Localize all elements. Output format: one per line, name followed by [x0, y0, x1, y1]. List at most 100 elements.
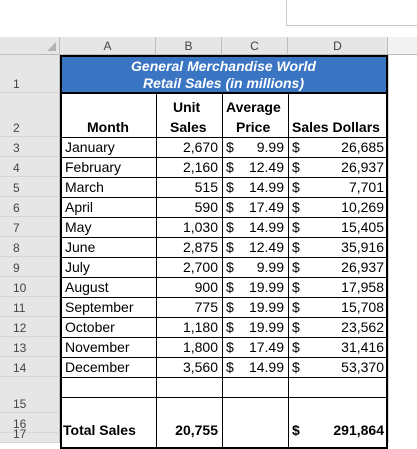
- sales-dollars-cell[interactable]: 31,416: [341, 339, 384, 355]
- month-cell[interactable]: January: [65, 139, 115, 155]
- month-cell[interactable]: September: [65, 299, 134, 315]
- average-price-cell[interactable]: 14.99: [248, 219, 284, 235]
- row-border: [60, 337, 388, 338]
- total-units-cell[interactable]: 20,755: [175, 422, 218, 438]
- formula-bar-fragment[interactable]: [286, 0, 417, 26]
- price-currency-cell: $: [226, 239, 234, 255]
- month-cell[interactable]: October: [65, 319, 115, 335]
- unit-sales-cell[interactable]: 515: [194, 179, 218, 195]
- column-border-2: [222, 93, 223, 449]
- average-price-cell[interactable]: 14.99: [248, 359, 284, 375]
- month-cell[interactable]: July: [65, 259, 90, 275]
- sales-dollars-cell[interactable]: 35,916: [341, 239, 384, 255]
- unit-sales-cell[interactable]: 1,030: [182, 219, 218, 235]
- average-price-cell[interactable]: 9.99: [256, 259, 284, 275]
- total-dollars-cell[interactable]: 291,864: [333, 422, 384, 438]
- sales-currency-cell: $: [292, 319, 300, 335]
- unit-sales-cell[interactable]: 1,180: [182, 319, 218, 335]
- row-border: [60, 177, 388, 178]
- sales-currency-cell: $: [292, 179, 300, 195]
- row-header-14[interactable]: 14: [0, 357, 60, 377]
- row-header-12[interactable]: 12: [0, 317, 60, 337]
- row-header-5[interactable]: 5: [0, 177, 60, 197]
- column-header-b[interactable]: B: [156, 37, 222, 55]
- unit-sales-cell[interactable]: 2,670: [182, 139, 218, 155]
- price-currency-cell: $: [226, 299, 234, 315]
- average-price-cell[interactable]: 19.99: [248, 279, 284, 295]
- row-border: [60, 157, 388, 158]
- sales-dollars-cell[interactable]: 26,685: [341, 139, 384, 155]
- sales-dollars-cell[interactable]: 15,708: [341, 299, 384, 315]
- select-all-corner[interactable]: [0, 37, 60, 55]
- row-header-10[interactable]: 10: [0, 277, 60, 297]
- column-header-c[interactable]: C: [222, 37, 288, 55]
- row-header-11[interactable]: 11: [0, 297, 60, 317]
- sales-dollars-cell[interactable]: 53,370: [341, 359, 384, 375]
- row-header-1[interactable]: 1: [0, 55, 60, 93]
- unit-sales-cell[interactable]: 900: [194, 279, 218, 295]
- row-header-2[interactable]: 2: [0, 93, 60, 137]
- average-price-cell[interactable]: 19.99: [248, 299, 284, 315]
- row-border: [60, 397, 388, 398]
- month-cell[interactable]: November: [65, 339, 130, 355]
- month-cell[interactable]: December: [65, 359, 130, 375]
- table-border-top: [60, 55, 388, 57]
- sales-dollars-cell[interactable]: 10,269: [341, 199, 384, 215]
- sales-currency-cell: $: [292, 219, 300, 235]
- sales-currency-cell: $: [292, 299, 300, 315]
- sales-dollars-cell[interactable]: 7,701: [348, 179, 384, 195]
- row-header-6[interactable]: 6: [0, 197, 60, 217]
- month-cell[interactable]: August: [65, 279, 109, 295]
- unit-sales-cell[interactable]: 2,875: [182, 239, 218, 255]
- price-currency-cell: $: [226, 319, 234, 335]
- row-header-4[interactable]: 4: [0, 157, 60, 177]
- price-currency-cell: $: [226, 359, 234, 375]
- total-label-cell[interactable]: Total Sales: [63, 422, 136, 438]
- month-cell[interactable]: April: [65, 199, 94, 215]
- month-cell[interactable]: May: [65, 219, 92, 235]
- column-header-d[interactable]: D: [288, 37, 388, 55]
- unit-sales-cell[interactable]: 2,160: [182, 159, 218, 175]
- average-price-cell[interactable]: 14.99: [248, 179, 284, 195]
- sales-dollars-cell[interactable]: 15,405: [341, 219, 384, 235]
- row-header-3[interactable]: 3: [0, 137, 60, 157]
- month-cell[interactable]: February: [65, 159, 122, 175]
- row-border: [60, 137, 388, 138]
- row-header-8[interactable]: 8: [0, 237, 60, 257]
- average-price-cell[interactable]: 19.99: [248, 319, 284, 335]
- sales-currency-cell: $: [292, 339, 300, 355]
- month-cell[interactable]: June: [65, 239, 96, 255]
- header-unit-line2: Sales: [170, 119, 207, 135]
- title-line-1: General Merchandise World: [131, 58, 316, 74]
- row-border: [60, 377, 388, 378]
- month-cell[interactable]: March: [65, 179, 104, 195]
- row-header-9[interactable]: 9: [0, 257, 60, 277]
- row-header-17[interactable]: 17: [0, 427, 60, 443]
- unit-sales-cell[interactable]: 1,800: [182, 339, 218, 355]
- table-border-right: [386, 55, 388, 449]
- unit-sales-cell[interactable]: 590: [194, 199, 218, 215]
- average-price-cell[interactable]: 12.49: [248, 239, 284, 255]
- unit-sales-cell[interactable]: 775: [194, 299, 218, 315]
- average-price-cell[interactable]: 12.49: [248, 159, 284, 175]
- average-price-cell[interactable]: 17.49: [248, 339, 284, 355]
- column-header-e[interactable]: [388, 37, 417, 55]
- unit-sales-cell[interactable]: 3,560: [182, 359, 218, 375]
- row-header-15[interactable]: 15: [0, 377, 60, 413]
- sales-currency-cell: $: [292, 159, 300, 175]
- header-month: Month: [87, 119, 129, 135]
- column-header-a[interactable]: A: [60, 37, 156, 55]
- average-price-cell[interactable]: 9.99: [256, 139, 284, 155]
- sales-dollars-cell[interactable]: 26,937: [341, 259, 384, 275]
- sales-dollars-cell[interactable]: 17,958: [341, 279, 384, 295]
- price-currency-cell: $: [226, 179, 234, 195]
- row-header-16[interactable]: 16: [0, 413, 60, 433]
- sales-dollars-cell[interactable]: 23,562: [341, 319, 384, 335]
- row-header-13[interactable]: 13: [0, 337, 60, 357]
- price-currency-cell: $: [226, 139, 234, 155]
- sales-dollars-cell[interactable]: 26,937: [341, 159, 384, 175]
- average-price-cell[interactable]: 17.49: [248, 199, 284, 215]
- unit-sales-cell[interactable]: 2,700: [182, 259, 218, 275]
- table-border-left: [60, 55, 62, 449]
- row-header-7[interactable]: 7: [0, 217, 60, 237]
